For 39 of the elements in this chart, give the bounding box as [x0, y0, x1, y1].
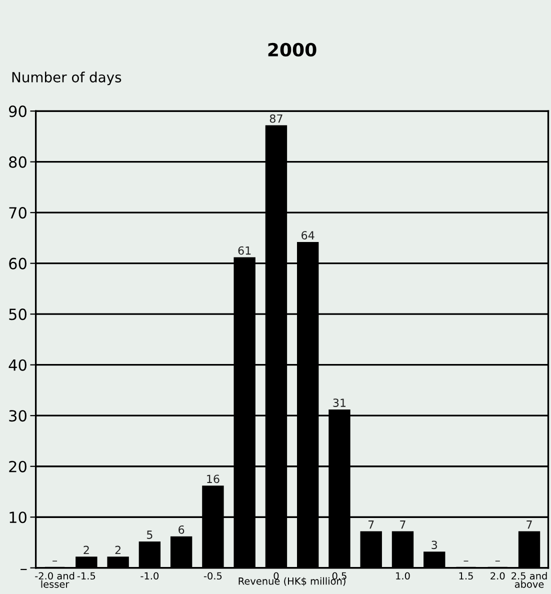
data-label: 3: [432, 540, 438, 550]
data-label: 31: [333, 398, 346, 407]
y-tick-label: 40: [8, 359, 26, 371]
data-label: 16: [207, 474, 220, 484]
data-label: –: [52, 560, 58, 562]
x-tick-label: -1.0: [140, 572, 159, 580]
y-axis-title: Number of days: [12, 72, 122, 86]
x-tick-label: -0.5: [204, 572, 222, 580]
data-label: 7: [526, 520, 532, 529]
data-label: 6: [178, 525, 184, 534]
chart-title: 2000: [268, 42, 316, 57]
x-tick-label: 1.5: [459, 572, 473, 580]
y-tick-label: 20: [9, 460, 26, 472]
y-tick-label: 10: [10, 512, 26, 524]
x-tick-label: 2.0: [490, 572, 505, 580]
y-tick-label: 30: [9, 410, 26, 422]
data-label: 87: [270, 114, 282, 123]
y-tick-label: 70: [9, 207, 26, 219]
y-tick-label: 50: [9, 308, 26, 320]
x-tick-label: 0: [274, 572, 279, 580]
x-tick-label: 1.0: [396, 572, 410, 580]
y-tick-label: –: [20, 568, 27, 570]
data-label: 7: [368, 520, 374, 529]
y-tick-label: 60: [9, 258, 26, 270]
data-label: –: [464, 560, 468, 562]
data-label: 2: [84, 546, 89, 554]
x-tick-label: 2.5 and above: [512, 572, 547, 588]
x-tick-label: -1.5: [77, 572, 96, 580]
data-label: –: [495, 560, 500, 562]
data-label: 5: [147, 530, 152, 539]
data-label: 2: [115, 546, 120, 554]
y-tick-label: 90: [9, 106, 26, 118]
x-tick-label: 0.5: [332, 572, 346, 580]
x-tick-label: -2.0 and lesser: [35, 572, 74, 588]
data-label: 61: [238, 246, 251, 255]
data-label: 64: [302, 231, 314, 240]
x-axis-title: Revenue (HK$ million): [238, 577, 346, 586]
y-tick-label: 80: [9, 156, 26, 168]
data-label: 7: [400, 520, 406, 529]
